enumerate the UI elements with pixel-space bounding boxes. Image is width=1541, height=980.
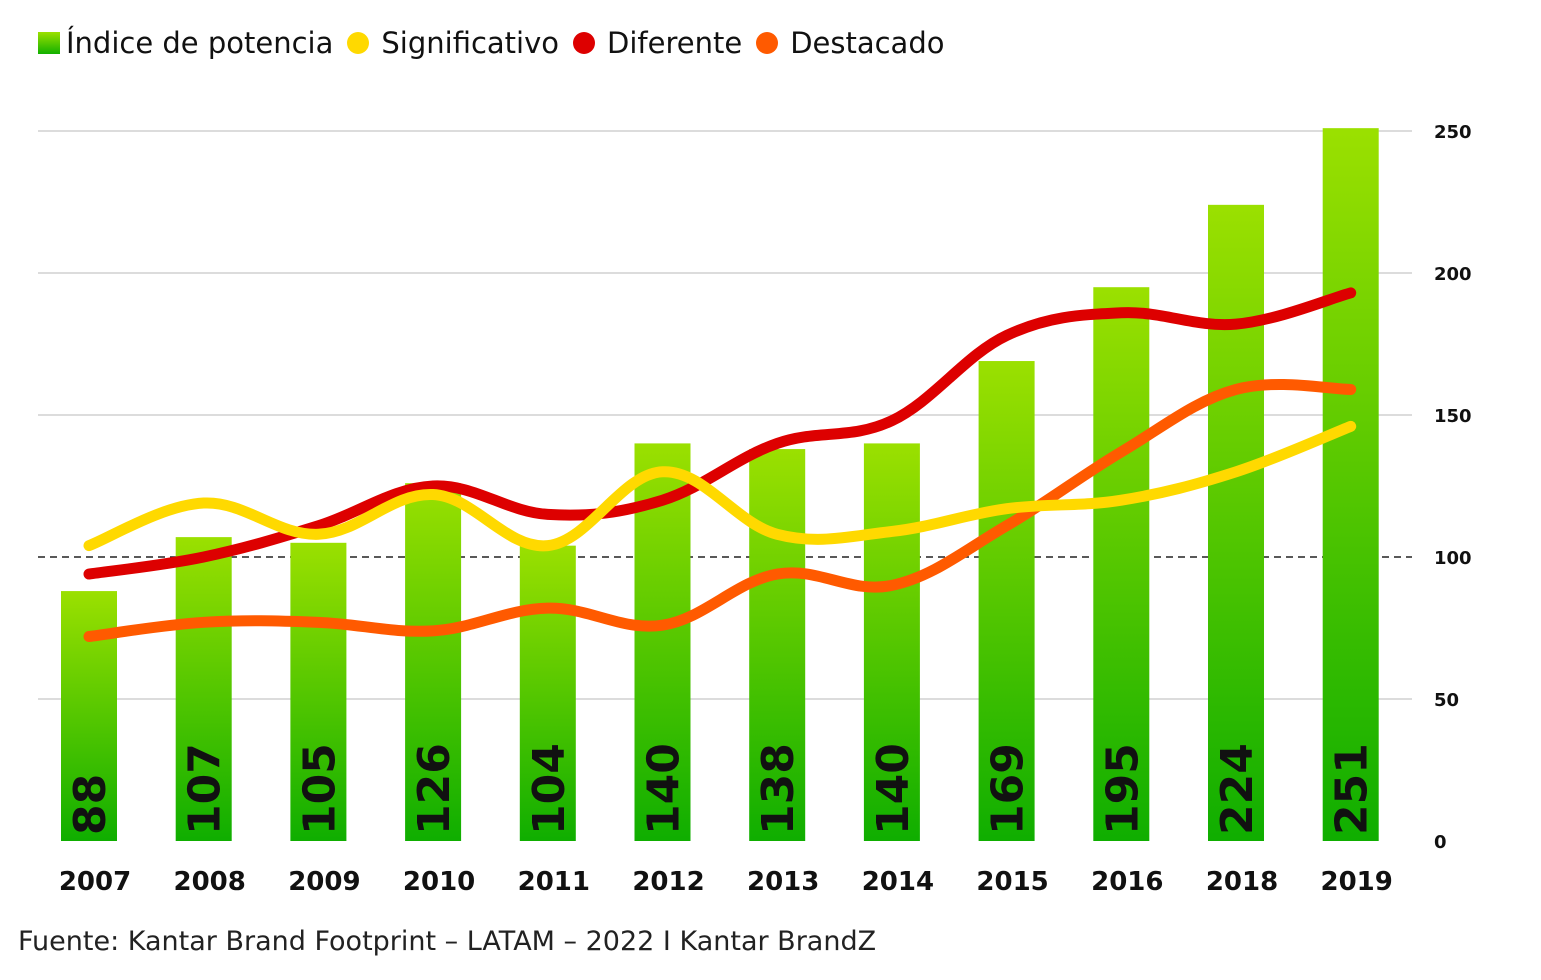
bar-2016: [1093, 287, 1150, 841]
bar-value-label-2015: 169: [983, 743, 1034, 835]
line-layer: [83, 287, 1357, 643]
x-tick-label-2009: 2009: [288, 867, 360, 897]
source-note: Fuente: Kantar Brand Footprint – LATAM –…: [18, 926, 877, 957]
x-tick-label-2012: 2012: [632, 867, 704, 897]
legend-label-significativo: Significativo: [381, 26, 560, 60]
bar-2008: [175, 537, 232, 841]
x-tick-label-2011: 2011: [518, 867, 590, 897]
chart-legend: Índice de potencia Significativo Diferen…: [38, 26, 958, 60]
bar-value-label-2019: 251: [1327, 743, 1378, 835]
chart-canvas: 0 50 100 150 200 250 88 2007 107 2008 105 2009 126 20…: [38, 122, 1472, 897]
bar-2010: [405, 483, 462, 841]
x-tick-label-2007: 2007: [59, 867, 131, 897]
legend-swatch-indice: [38, 32, 60, 54]
x-tick-label-2018: 2018: [1206, 867, 1278, 897]
bar-value-label-2009: 105: [294, 743, 345, 835]
y-tick-label-200: 200: [1434, 264, 1472, 285]
bar-value-label-2016: 195: [1097, 743, 1148, 835]
bar-2015: [978, 361, 1035, 841]
series-line-diferente: [83, 287, 1357, 580]
legend-dot-diferente: [573, 32, 596, 54]
x-tick-label-2013: 2013: [747, 867, 819, 897]
bar-value-label-2012: 140: [639, 743, 690, 835]
x-tick-label-2016: 2016: [1091, 867, 1163, 897]
legend-item-indice: Índice de potencia: [38, 26, 333, 60]
label-layer: 0 50 100 150 200 250 88 2007 107 2008 105 2009 126 20…: [59, 122, 1472, 897]
bar-2013: [749, 449, 806, 841]
legend-dot-significativo: [347, 32, 370, 54]
x-tick-label-2019: 2019: [1321, 867, 1393, 897]
bar-2014: [863, 443, 920, 841]
bar-value-label-2011: 104: [524, 743, 575, 835]
y-tick-label-0: 0: [1434, 832, 1447, 853]
bar-value-label-2007: 88: [65, 774, 116, 835]
bar-2009: [290, 542, 347, 841]
legend-label-diferente: Diferente: [607, 26, 743, 60]
bar-2019: [1322, 128, 1379, 841]
legend-label-destacado: Destacado: [790, 26, 945, 60]
x-tick-label-2010: 2010: [403, 867, 475, 897]
grid-layer: [38, 130, 1412, 700]
y-tick-label-150: 150: [1434, 406, 1472, 427]
bar-value-label-2008: 107: [180, 743, 231, 835]
legend-item-destacado: Destacado: [756, 26, 944, 60]
bar-2011: [519, 545, 576, 841]
y-tick-label-100: 100: [1434, 548, 1472, 569]
bar-value-label-2010: 126: [409, 743, 460, 835]
bar-2018: [1208, 204, 1264, 842]
legend-label-indice: Índice de potencia: [66, 26, 334, 60]
legend-item-diferente: Diferente: [573, 26, 742, 60]
x-tick-label-2008: 2008: [174, 867, 246, 897]
bar-value-label-2014: 140: [868, 743, 919, 835]
y-tick-label-50: 50: [1434, 690, 1459, 711]
series-line-destacado: [83, 378, 1357, 643]
series-line-significativo: [83, 420, 1357, 552]
x-tick-label-2014: 2014: [862, 867, 934, 897]
legend-dot-destacado: [756, 32, 779, 54]
bar-value-label-2013: 138: [753, 743, 804, 835]
legend-item-significativo: Significativo: [347, 26, 559, 60]
x-tick-label-2015: 2015: [976, 867, 1048, 897]
bar-value-label-2018: 224: [1212, 743, 1263, 835]
y-tick-label-250: 250: [1434, 122, 1472, 143]
